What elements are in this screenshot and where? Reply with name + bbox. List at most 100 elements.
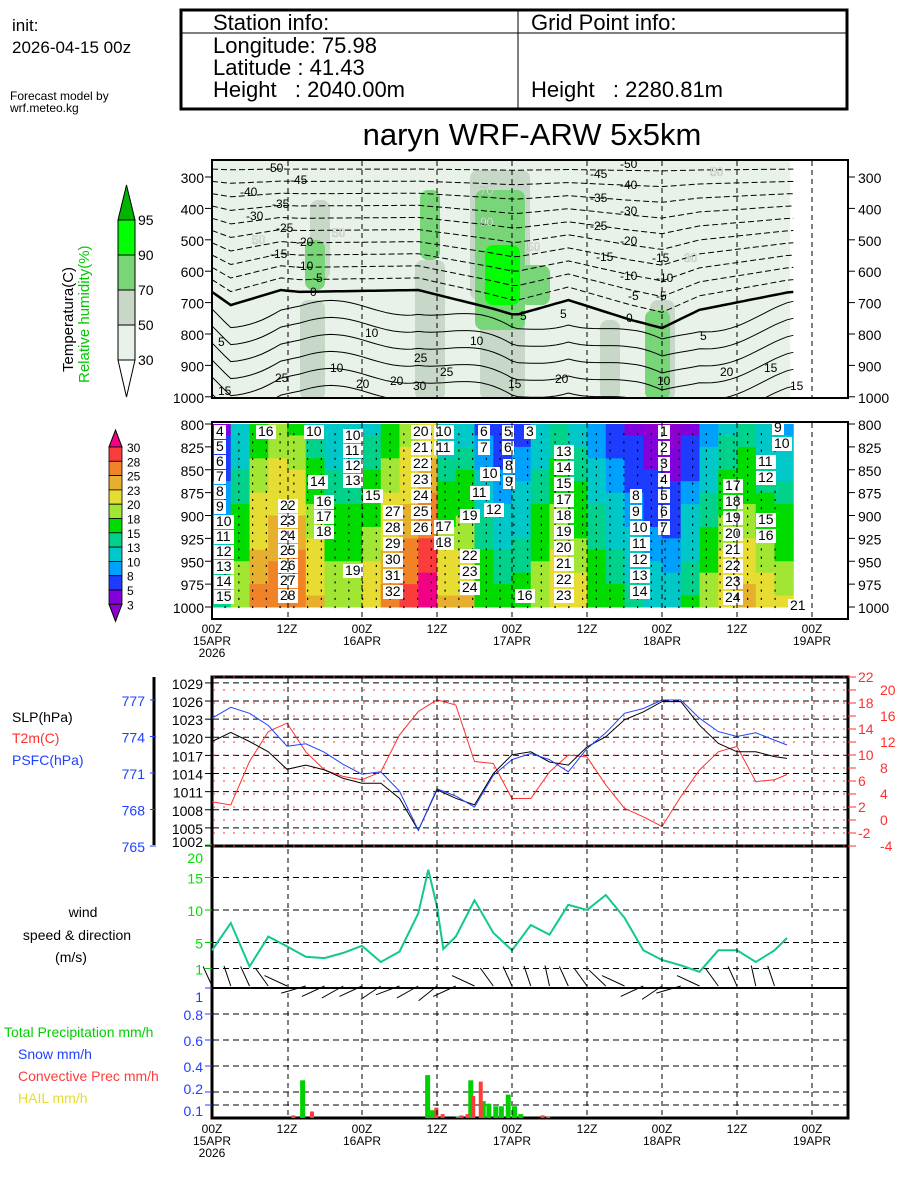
temperature-cell: [362, 538, 382, 551]
stipple-dot: [334, 482, 336, 485]
stipple-dot: [719, 507, 721, 510]
wind-label-1: wind: [68, 904, 98, 920]
rh-contour-label: 30: [684, 251, 698, 265]
stipple-dot: [540, 474, 542, 477]
stipple-dot: [485, 556, 487, 559]
contour-label-bg: [343, 474, 363, 488]
stipple-dot: [595, 573, 597, 576]
stipple-dot: [705, 449, 707, 452]
contour-label-bg: [411, 473, 431, 487]
stipple-dot: [760, 597, 762, 600]
stipple-dot: [513, 515, 515, 518]
temp-contour-label: 15: [218, 384, 232, 398]
stipple-dot: [403, 531, 405, 534]
stipple-dot: [623, 573, 625, 576]
stipple-dot: [444, 457, 446, 460]
temperature-cell: [362, 469, 382, 482]
temperature-cell: [662, 538, 682, 551]
stipple-dot: [595, 564, 597, 567]
stipple-dot: [252, 540, 254, 543]
stipple-dot: [650, 482, 652, 485]
stipple-dot: [733, 540, 735, 543]
t2m-tick-label: 12: [880, 734, 896, 750]
stipple-dot: [719, 548, 721, 551]
wind-barb: [281, 985, 306, 994]
stipple-dot: [582, 433, 584, 436]
temperature-cell: [287, 481, 307, 494]
temperature-cell: [324, 504, 344, 516]
stipple-dot: [568, 606, 570, 609]
stipple-dot: [595, 474, 597, 477]
stipple-dot: [747, 482, 749, 485]
contour-label-bg: [214, 560, 234, 574]
temperature-cell: [474, 595, 494, 608]
stipple-dot: [389, 449, 391, 452]
temp-contour-label: 16: [758, 527, 774, 543]
stipple-dot: [485, 589, 487, 592]
rh-contour-label: 50: [252, 233, 266, 247]
wind-barb: [727, 966, 738, 987]
temperature-cell: [718, 435, 738, 448]
stipple-dot: [705, 490, 707, 493]
stipple-dot: [650, 433, 652, 436]
temperature-cell: [755, 584, 775, 597]
stipple-dot: [362, 523, 364, 526]
wind-tick-label: 1: [195, 962, 203, 978]
temperature-cell: [287, 435, 307, 448]
temperature-cell: [437, 572, 457, 585]
temperature-cell: [605, 458, 625, 471]
temperature-cell: [362, 446, 382, 459]
stipple-dot: [417, 548, 419, 551]
stipple-dot: [582, 499, 584, 502]
contour-label-bg: [630, 553, 650, 567]
stipple-dot: [554, 474, 556, 477]
stipple-dot: [582, 466, 584, 469]
temp-contour-label: 13: [216, 558, 232, 574]
contour-label-bg: [478, 425, 490, 439]
credit-line1: Forecast model by: [10, 89, 109, 103]
stipple-dot: [527, 474, 529, 477]
stipple-dot: [265, 573, 267, 576]
stipple-dot: [348, 515, 350, 518]
stipple-dot: [265, 564, 267, 567]
stipple-dot: [417, 606, 419, 609]
stipple-dot: [650, 531, 652, 534]
stipple-dot: [444, 564, 446, 567]
temp-contour-label: 13: [556, 443, 572, 459]
stipple-dot: [348, 507, 350, 510]
stipple-dot: [430, 490, 432, 493]
date-label: 19APR: [793, 1134, 831, 1148]
colorbar-label: 50: [138, 317, 154, 333]
temperature-cell: [568, 526, 588, 539]
surface-panel: 1002100510081011101410171020102310261029…: [122, 669, 896, 1120]
stipple-dot: [444, 507, 446, 510]
temperature-cell: [512, 469, 532, 482]
temp-contour-label: 18: [556, 507, 572, 523]
stipple-dot: [774, 606, 776, 609]
contour-label-bg: [214, 590, 234, 604]
contour-label-bg: [723, 511, 743, 525]
stipple-dot: [499, 474, 501, 477]
stipple-dot: [238, 466, 240, 469]
stipple-dot: [238, 499, 240, 502]
stipple-dot: [279, 441, 281, 444]
stipple-dot: [513, 556, 515, 559]
temperature-cell: [624, 424, 644, 436]
stipple-dot: [362, 531, 364, 534]
stipple-dot: [760, 433, 762, 436]
temperature-cell: [455, 435, 475, 448]
temp-contour-label: 6: [660, 503, 668, 519]
colorbar-segment: [108, 460, 123, 476]
temp-contour-label: 24: [462, 579, 478, 595]
temperature-cell: [493, 515, 513, 528]
stipple-dot: [375, 449, 377, 452]
stipple-dot: [293, 490, 295, 493]
time-label: 00Z: [802, 1122, 823, 1136]
temperature-cell: [568, 549, 588, 562]
stipple-dot: [389, 490, 391, 493]
stipple-dot: [252, 433, 254, 436]
legend-snow: Snow mm/h: [18, 1046, 92, 1062]
colorbar-segment: [117, 324, 136, 361]
t2m-tick-label: -4: [880, 838, 893, 854]
contour-label-bg: [554, 525, 574, 539]
